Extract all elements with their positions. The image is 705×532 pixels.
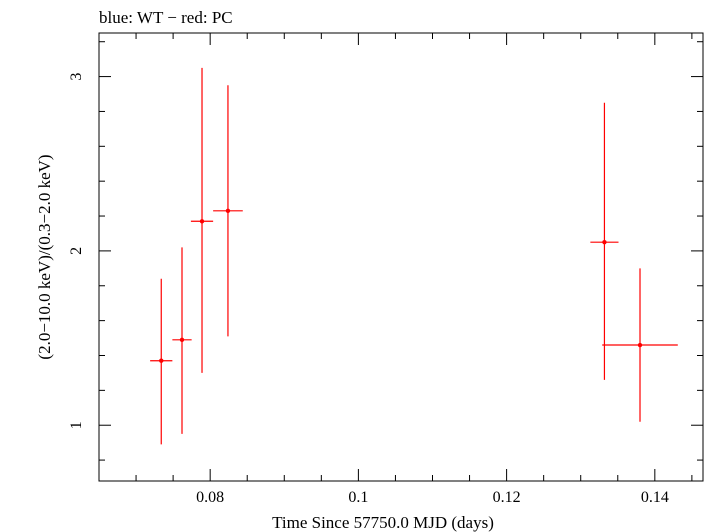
x-tick-label: 0.12 xyxy=(493,489,521,506)
data-points xyxy=(150,67,678,445)
y-tick-label: 3 xyxy=(68,73,85,81)
data-point-pc xyxy=(190,67,214,373)
point-marker xyxy=(199,219,205,224)
point-marker xyxy=(159,358,164,363)
plot-frame xyxy=(98,32,704,482)
point-marker xyxy=(602,239,607,245)
data-point-pc xyxy=(150,278,173,445)
x-axis-ticks: 0.08 0.1 0.12 0.14 xyxy=(98,33,693,506)
x-tick-label: 0.14 xyxy=(641,489,669,506)
y-tick-label: 2 xyxy=(68,247,85,255)
chart-title: blue: WT − red: PC xyxy=(99,8,233,27)
x-tick-label: 0.08 xyxy=(196,489,224,506)
y-axis-ticks: 1 2 3 xyxy=(68,41,703,461)
point-marker xyxy=(179,337,185,343)
data-point-pc xyxy=(172,247,192,434)
point-marker xyxy=(637,342,643,348)
x-tick-label: 0.1 xyxy=(348,489,368,506)
y-axis-label: (2.0−10.0 keV)/(0.3−2.0 keV) xyxy=(35,154,54,359)
data-point-pc xyxy=(213,85,243,337)
point-marker xyxy=(225,208,231,214)
data-point-pc xyxy=(590,102,619,380)
x-axis-label: Time Since 57750.0 MJD (days) xyxy=(272,513,494,532)
data-point-pc xyxy=(602,268,678,422)
y-tick-label: 1 xyxy=(68,421,85,429)
